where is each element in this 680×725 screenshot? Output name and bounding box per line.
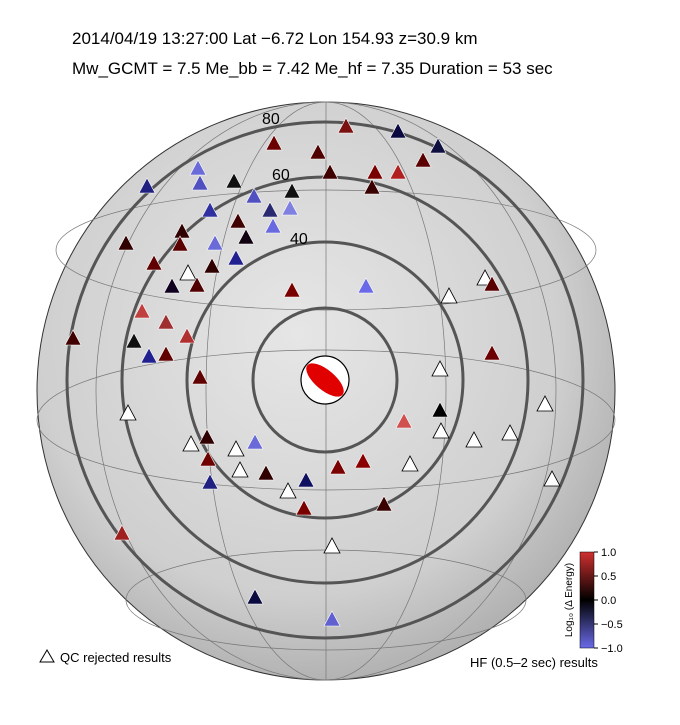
station: [199, 450, 217, 467]
focal-mechanism: [300, 355, 350, 405]
station: [179, 264, 197, 281]
station: [191, 368, 209, 385]
station: [157, 313, 175, 330]
station: [354, 452, 372, 469]
station: [206, 234, 224, 251]
station: [125, 332, 143, 349]
station: [237, 228, 255, 245]
station: [133, 302, 151, 319]
station: [323, 537, 341, 554]
station: [432, 422, 450, 439]
station: [440, 287, 458, 304]
station: [119, 404, 137, 421]
station: [203, 257, 221, 274]
station: [323, 610, 341, 627]
station: [231, 461, 249, 478]
station: [171, 235, 189, 252]
station: [337, 117, 355, 134]
station: [113, 524, 131, 541]
station: [261, 201, 279, 218]
colorbar-label: Log₁₀ (Δ Energy): [564, 563, 575, 637]
ring-label: 40: [290, 231, 308, 248]
station: [191, 174, 209, 191]
station: [117, 234, 135, 251]
station: [281, 199, 299, 216]
station: [145, 254, 163, 271]
station: [198, 428, 216, 445]
station: [431, 401, 449, 418]
station: [395, 412, 413, 429]
station: [173, 222, 191, 239]
station: [178, 327, 196, 344]
station: [264, 217, 282, 234]
station: [295, 499, 313, 516]
station: [414, 151, 432, 168]
station: [543, 470, 561, 487]
station: [283, 281, 301, 298]
station: [189, 159, 207, 176]
station: [257, 464, 275, 481]
station: [309, 143, 327, 160]
station: [431, 360, 449, 377]
station: [265, 134, 283, 151]
station: [363, 178, 381, 195]
station: [465, 431, 483, 448]
legend-qc: QC rejected results: [60, 650, 172, 665]
station: [366, 163, 384, 180]
station: [138, 177, 156, 194]
colorbar-tick-label: 0.0: [601, 595, 616, 607]
station: [357, 277, 375, 294]
station: [246, 588, 264, 605]
station: [297, 471, 315, 488]
header-line2: Mw_GCMT = 7.5 Me_bb = 7.42 Me_hf = 7.35 …: [72, 59, 553, 78]
station: [429, 137, 447, 154]
colorbar-ticks: 1.0 0.5 0.0 −0.5 −1.0: [594, 547, 623, 655]
station: [483, 275, 501, 292]
station: [188, 276, 206, 293]
legend-band: HF (0.5–2 sec) results: [470, 655, 598, 670]
station: [389, 122, 407, 139]
stations: [64, 117, 561, 627]
station: [321, 163, 339, 180]
legend-triangle: [39, 649, 55, 663]
station: [389, 163, 407, 180]
station: [201, 201, 219, 218]
station: [182, 435, 200, 452]
station: [375, 495, 393, 512]
colorbar: [579, 551, 595, 649]
station: [536, 395, 554, 412]
station: [483, 344, 501, 361]
station: [329, 458, 347, 475]
station: [201, 473, 219, 490]
station: [227, 440, 245, 457]
station: [225, 172, 243, 189]
station: [246, 433, 264, 450]
station: [501, 424, 519, 441]
colorbar-tick-label: −1.0: [601, 643, 623, 655]
station: [401, 455, 419, 472]
station: [245, 187, 263, 204]
station: [64, 329, 82, 346]
distance-rings: [65, 120, 585, 640]
header-line1: 2014/04/19 13:27:00 Lat −6.72 Lon 154.93…: [72, 29, 478, 48]
station: [227, 249, 245, 266]
ring-label: 60: [272, 167, 290, 184]
station: [140, 347, 158, 364]
colorbar-tick-label: 1.0: [601, 547, 616, 559]
station: [163, 277, 181, 294]
ring-label: 80: [262, 111, 280, 128]
station: [229, 212, 247, 229]
station: [283, 182, 301, 199]
colorbar-tick-label: 0.5: [601, 571, 616, 583]
colorbar-tick-label: −0.5: [601, 619, 623, 631]
station: [279, 482, 297, 499]
station: [157, 345, 175, 362]
